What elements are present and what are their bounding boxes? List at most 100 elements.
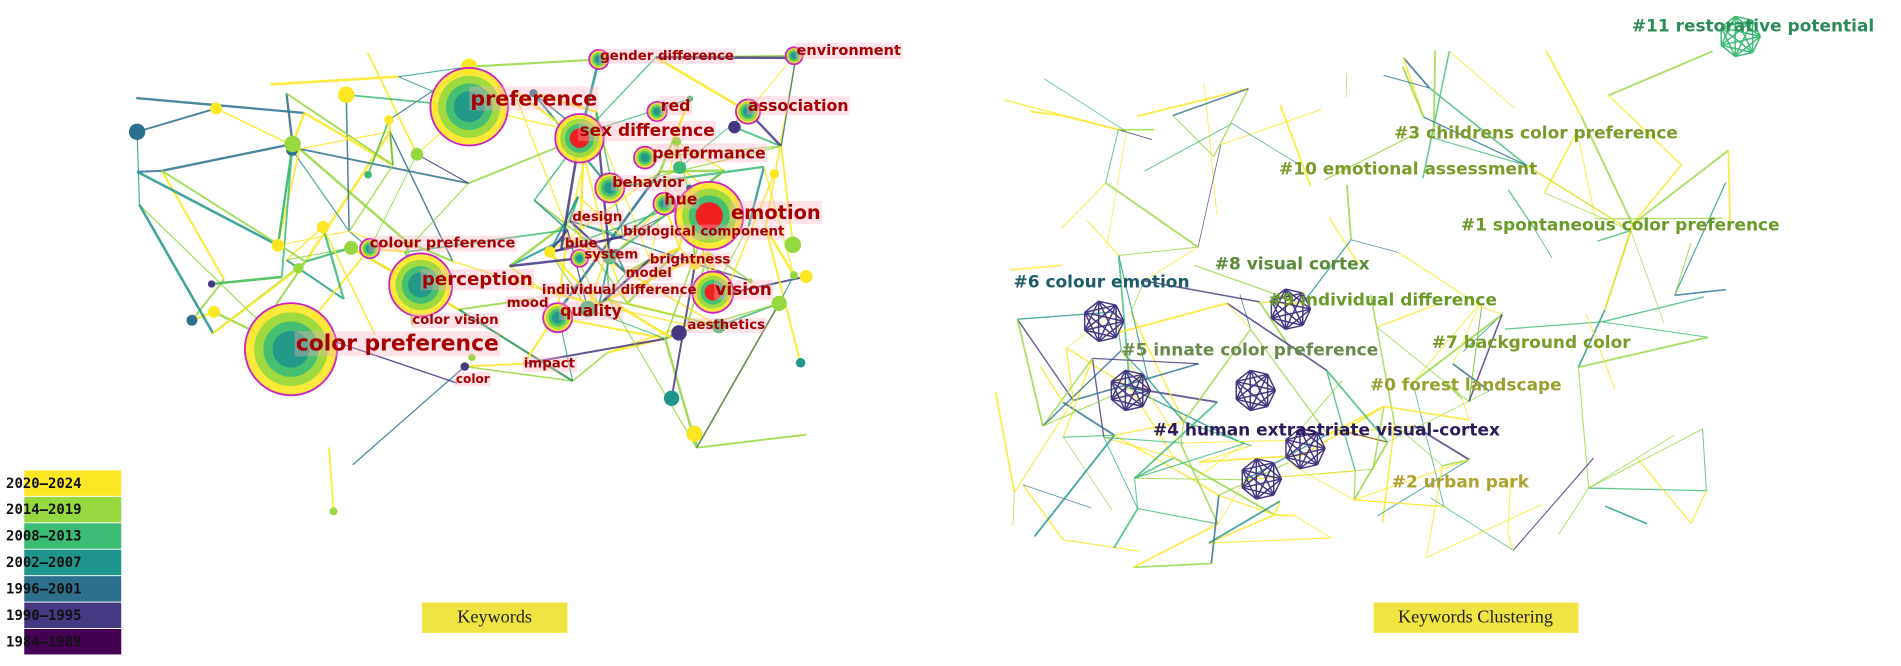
clique-edge xyxy=(1249,373,1269,411)
edge xyxy=(598,258,651,306)
edge xyxy=(1113,508,1139,549)
clique-edge xyxy=(1302,292,1312,310)
edge xyxy=(277,230,350,246)
edge xyxy=(780,57,797,147)
keyword-label: color preference xyxy=(296,331,499,356)
edge xyxy=(1208,537,1331,544)
edge xyxy=(1044,78,1127,132)
label-bg xyxy=(505,296,550,312)
clique-edge xyxy=(1235,373,1269,400)
edge xyxy=(389,131,394,166)
clique-edge xyxy=(1285,288,1303,294)
edge xyxy=(1022,484,1064,541)
edge xyxy=(1114,420,1184,436)
edge xyxy=(533,199,611,259)
clique-edge xyxy=(1285,324,1303,330)
edge xyxy=(348,164,394,232)
keyword-label: aesthetics xyxy=(687,318,765,333)
clique-edge xyxy=(1316,432,1326,449)
clique-edge xyxy=(1111,389,1151,401)
edge xyxy=(1401,66,1425,118)
edge xyxy=(1468,306,1483,402)
legend-label: 2014–2019 xyxy=(6,502,82,518)
keyword-label: preference xyxy=(470,86,597,110)
node xyxy=(671,325,687,341)
keyword-label: color vision xyxy=(412,313,498,328)
edge xyxy=(1327,425,1414,435)
edge xyxy=(458,297,536,311)
clique-edge xyxy=(1720,44,1736,58)
edge xyxy=(345,94,350,232)
clique-edge xyxy=(1735,15,1753,21)
edge xyxy=(1481,306,1503,315)
label-bg xyxy=(714,279,774,300)
edge xyxy=(569,219,696,265)
node xyxy=(410,147,424,161)
edge xyxy=(1086,219,1120,256)
edge xyxy=(469,58,599,68)
edge xyxy=(1377,459,1470,517)
edge xyxy=(1134,456,1175,480)
cluster-label: #11 restorative potential xyxy=(1632,17,1874,37)
node xyxy=(771,295,787,312)
caption-box xyxy=(1373,602,1579,633)
edge xyxy=(1137,508,1218,525)
edge xyxy=(321,226,345,300)
edge xyxy=(572,352,609,382)
label-bg xyxy=(598,48,736,64)
clique-edge xyxy=(1284,308,1312,330)
edge xyxy=(724,275,807,296)
node-halo xyxy=(359,237,381,260)
edge xyxy=(1103,436,1184,444)
clique-edge xyxy=(1721,35,1761,47)
label-bg xyxy=(368,235,517,252)
keyword-label: vision xyxy=(715,280,772,300)
edge xyxy=(1468,314,1503,402)
node-ring xyxy=(595,55,603,64)
node xyxy=(795,358,806,368)
clique-edge xyxy=(1110,398,1126,412)
edge xyxy=(1295,515,1332,539)
edge xyxy=(1009,264,1063,271)
clique-edge xyxy=(1316,448,1326,466)
node xyxy=(468,353,476,361)
edge xyxy=(1065,347,1075,401)
clique-edge xyxy=(1720,27,1736,57)
edge xyxy=(1133,401,1218,479)
edge xyxy=(1588,434,1675,489)
clique-edge xyxy=(1111,373,1143,383)
node xyxy=(728,120,741,134)
edge xyxy=(1402,57,1431,89)
edge xyxy=(1449,50,1516,110)
node-ring xyxy=(272,330,310,368)
edge xyxy=(1172,115,1215,157)
cluster-label: #1 spontaneous color preference xyxy=(1461,216,1780,236)
keyword-label: impact xyxy=(524,357,576,372)
node-ring xyxy=(640,153,650,162)
edge xyxy=(1016,318,1074,401)
edge xyxy=(1636,457,1692,524)
edge xyxy=(1042,350,1122,427)
clique-edge xyxy=(1249,369,1276,391)
edge xyxy=(1442,380,1463,400)
edge xyxy=(1016,318,1044,427)
edge xyxy=(1197,144,1222,248)
edge xyxy=(160,170,226,281)
clique-edge xyxy=(1299,464,1318,470)
clique-edge xyxy=(1110,380,1144,408)
keyword-label: gender difference xyxy=(600,49,734,64)
edge xyxy=(1387,390,1490,443)
edge xyxy=(1120,350,1182,445)
edge xyxy=(280,149,293,278)
edge xyxy=(138,204,215,334)
node-halo xyxy=(542,302,574,334)
edge xyxy=(1062,436,1113,511)
edge xyxy=(1353,471,1356,500)
edge xyxy=(1580,116,1634,225)
clique-edge xyxy=(1734,19,1754,57)
edge xyxy=(291,149,350,232)
edge xyxy=(1218,494,1275,516)
label-bg xyxy=(686,317,767,333)
edge xyxy=(191,278,225,321)
legend-swatch xyxy=(24,523,122,549)
